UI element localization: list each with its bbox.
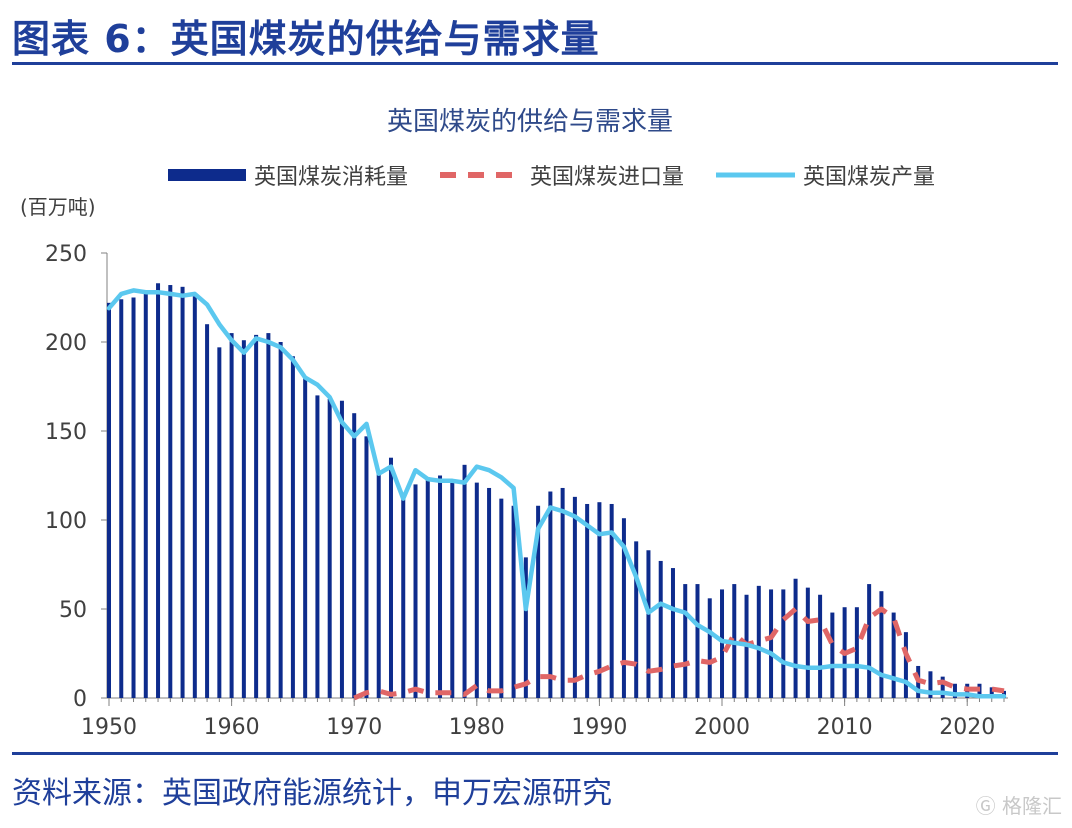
consumption-bar	[107, 302, 111, 698]
consumption-bar	[143, 293, 148, 698]
consumption-bar	[511, 505, 516, 698]
consumption-bar	[879, 591, 884, 698]
consumption-bar	[670, 568, 675, 698]
consumption-bar	[352, 413, 357, 698]
y-tick-label: 150	[45, 420, 87, 445]
consumption-bar	[658, 560, 663, 698]
x-tick-label: 1970	[326, 715, 382, 740]
consumption-bar	[548, 491, 553, 698]
consumption-bar	[609, 503, 614, 698]
consumption-bar	[401, 496, 406, 698]
consumption-bar	[290, 356, 295, 698]
consumption-bar	[769, 589, 774, 698]
consumption-bar	[180, 286, 185, 698]
consumption-bar	[303, 377, 308, 698]
figure-title: 图表 6：英国煤炭的供给与需求量	[12, 17, 600, 61]
consumption-bar	[278, 342, 283, 698]
imports-line	[353, 606, 1005, 701]
consumption-bar	[989, 687, 994, 698]
consumption-bar	[818, 594, 823, 698]
x-tick-label: 1980	[449, 715, 505, 740]
consumption-bar	[695, 584, 700, 698]
production-line	[106, 288, 1007, 699]
consumption-bar	[646, 550, 651, 698]
consumption-bar	[474, 482, 479, 698]
consumption-bar	[891, 612, 896, 698]
legend: 英国煤炭消耗量 英国煤炭进口量 英国煤炭产量	[168, 165, 935, 190]
series-lines	[106, 288, 1007, 701]
consumption-bar	[793, 578, 798, 698]
consumption-bar	[952, 683, 957, 698]
consumption-bar	[499, 498, 504, 698]
consumption-bar	[903, 632, 908, 698]
x-tick-label: 1990	[571, 715, 627, 740]
consumption-bar	[339, 400, 344, 698]
consumption-bar	[241, 340, 246, 698]
y-tick-label: 200	[45, 331, 87, 356]
x-tick-label: 1960	[204, 715, 260, 740]
y-axis-unit-label: (百万吨)	[20, 195, 96, 219]
y-tick-label: 0	[73, 687, 87, 712]
consumption-bar	[597, 502, 602, 698]
consumption-bar	[450, 482, 455, 698]
consumption-bar	[254, 334, 259, 698]
consumption-bar	[217, 347, 222, 698]
consumption-bar	[192, 293, 197, 698]
legend-label-production: 英国煤炭产量	[803, 165, 935, 190]
consumption-bar	[376, 471, 381, 698]
consumption-bar	[388, 457, 393, 698]
x-tick-label: 1950	[81, 715, 137, 740]
consumption-bar	[438, 475, 443, 698]
source-note: 资料来源：英国政府能源统计，申万宏源研究	[12, 776, 612, 811]
consumption-bar	[536, 505, 541, 698]
consumption-bar	[720, 589, 725, 698]
consumption-bar	[928, 671, 933, 698]
consumption-bar	[168, 285, 173, 698]
consumption-bar	[940, 676, 945, 698]
consumption-bar	[560, 487, 565, 698]
x-tick-label: 2000	[694, 715, 750, 740]
consumption-bar	[621, 518, 626, 698]
consumption-bar	[707, 598, 712, 698]
y-tick-label: 250	[45, 242, 87, 267]
watermark: Ⓖ 格隆汇	[975, 794, 1062, 818]
consumption-bar	[413, 484, 418, 698]
axes: 0 50 100 150 200 250 1950 1960 1970 1980 1990 2000 2…	[45, 242, 1008, 740]
legend-swatch-consumption	[168, 169, 246, 181]
consumption-bar	[487, 487, 492, 698]
chart-title: 英国煤炭的供给与需求量	[387, 107, 673, 137]
consumption-bar	[756, 585, 761, 698]
consumption-bar	[585, 503, 590, 698]
consumption-bar	[364, 436, 369, 698]
y-tick-label: 100	[45, 509, 87, 534]
x-tick-label: 2010	[817, 715, 873, 740]
title-divider	[12, 62, 1058, 65]
consumption-bar	[315, 395, 320, 698]
consumption-bar	[572, 496, 577, 698]
consumption-bar	[156, 283, 161, 698]
consumption-bar	[523, 557, 528, 698]
consumption-bar	[425, 477, 430, 698]
consumption-bar	[266, 333, 271, 698]
consumption-bar	[229, 333, 234, 698]
consumption-bar	[119, 299, 124, 698]
legend-label-imports: 英国煤炭进口量	[530, 165, 684, 190]
legend-label-consumption: 英国煤炭消耗量	[254, 165, 408, 190]
consumption-bar	[805, 587, 810, 698]
x-tick-label: 2020	[939, 715, 995, 740]
source-divider	[12, 752, 1058, 755]
consumption-bar	[867, 584, 872, 698]
consumption-bar	[327, 398, 332, 698]
consumption-bar	[830, 612, 835, 698]
consumption-bars	[107, 283, 1006, 698]
consumption-bar	[205, 324, 210, 698]
consumption-bar	[131, 297, 136, 698]
consumption-bar	[781, 589, 786, 698]
consumption-bar	[854, 607, 859, 698]
y-tick-label: 50	[59, 598, 87, 623]
consumption-bar	[683, 584, 688, 698]
consumption-bar	[634, 541, 639, 698]
consumption-bar	[462, 464, 467, 698]
